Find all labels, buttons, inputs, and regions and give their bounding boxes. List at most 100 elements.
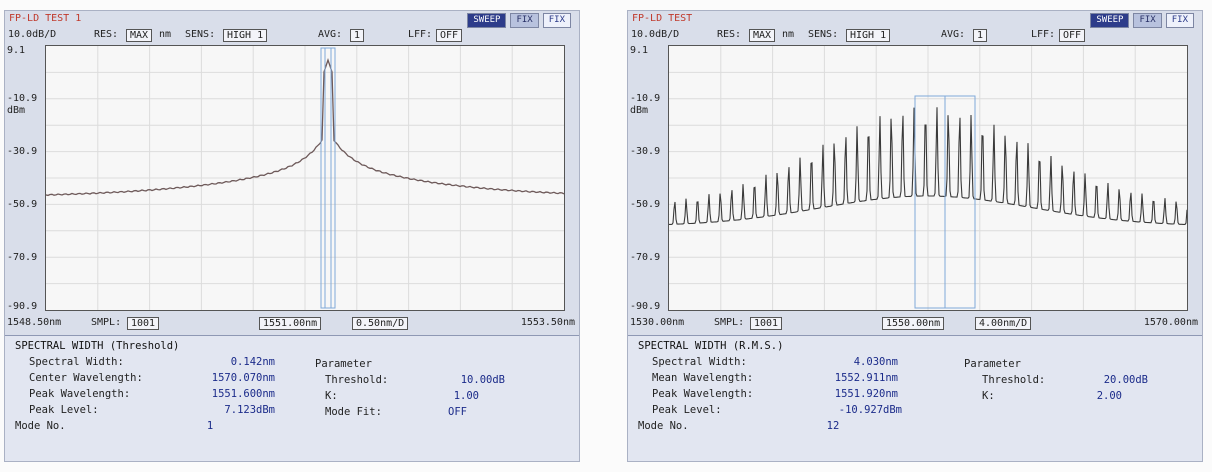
result-value: 1570.070nm: [211, 372, 275, 384]
result-label: Peak Wavelength:: [29, 388, 131, 400]
res-unit: nm: [159, 29, 172, 40]
threshold-marker-box: [320, 47, 336, 309]
fix-button-2[interactable]: FIX: [542, 13, 571, 28]
sweep-button[interactable]: SWEEP: [1090, 13, 1130, 28]
y-tick-label: -50.9: [7, 199, 38, 210]
osa-screen-left: FP-LD TEST 1 SWEEP FIX FIX 10.0dB/D RES:…: [4, 10, 580, 462]
result-value: 4.030nm: [853, 356, 898, 368]
result-value: 0.142nm: [230, 356, 275, 368]
spectrum-plot[interactable]: [668, 45, 1188, 311]
x-start-label: 1548.50nm: [7, 317, 62, 328]
result-value: 7.123dBm: [224, 404, 275, 416]
res-field[interactable]: MAX: [126, 29, 153, 42]
lff-label: LFF:: [1031, 29, 1056, 40]
sens-field[interactable]: HIGH 1: [223, 29, 268, 42]
y-tick-label: -50.9: [630, 199, 661, 210]
sweep-mode-buttons: SWEEP FIX FIX: [463, 13, 571, 28]
avg-label: AVG:: [941, 29, 966, 40]
parameter-title: Parameter: [315, 358, 372, 370]
y-tick-label: 9.1: [630, 45, 649, 56]
parameter-label: K:: [982, 390, 995, 402]
avg-field[interactable]: 1: [350, 29, 365, 42]
scale-readout: 10.0dB/D: [631, 29, 680, 40]
fix-button-2[interactable]: FIX: [1165, 13, 1194, 28]
result-value: -10.927dBm: [838, 404, 902, 416]
x-axis-row: 1548.50nm SMPL: 1001 1551.00nm 0.50nm/D …: [7, 315, 575, 331]
x-stop-label: 1553.50nm: [520, 317, 575, 328]
result-value: 1551.920nm: [834, 388, 898, 400]
sens-label: SENS:: [808, 29, 839, 40]
lff-field[interactable]: OFF: [436, 29, 463, 42]
y-tick-label: -30.9: [7, 146, 38, 157]
smpl-field[interactable]: 1001: [127, 317, 160, 330]
result-label: Mean Wavelength:: [652, 372, 754, 384]
x-span-field[interactable]: 0.50nm/D: [352, 317, 409, 330]
fix-button[interactable]: FIX: [1133, 13, 1162, 28]
result-label: Center Wavelength:: [29, 372, 143, 384]
spectrum-plot[interactable]: [45, 45, 565, 311]
lff-label: LFF:: [408, 29, 433, 40]
parameter-value: 20.00dB: [1103, 374, 1148, 386]
parameter-value: 1.00: [453, 390, 479, 402]
y-tick-label: -90.9: [630, 301, 661, 312]
measurement-title: FP-LD TEST: [632, 13, 693, 24]
result-label: Peak Level:: [652, 404, 722, 416]
y-tick-label: -90.9: [7, 301, 38, 312]
sens-field[interactable]: HIGH 1: [846, 29, 891, 42]
parameter-label: Threshold:: [982, 374, 1046, 386]
result-label: Peak Wavelength:: [652, 388, 754, 400]
x-axis-row: 1530.00nm SMPL: 1001 1550.00nm 4.00nm/D …: [630, 315, 1198, 331]
spectrum-trace: [46, 57, 564, 197]
spectrum-trace-svg: [46, 46, 564, 310]
y-tick-label: -70.9: [630, 252, 661, 263]
x-start-label: 1530.00nm: [630, 317, 685, 328]
analysis-results-panel: SPECTRAL WIDTH (R.M.S.) Spectral Width: …: [628, 335, 1202, 461]
result-value: 1552.911nm: [834, 372, 898, 384]
result-label: Spectral Width:: [652, 356, 747, 368]
analysis-results-panel: SPECTRAL WIDTH (Threshold) Spectral Widt…: [5, 335, 579, 461]
result-value: 12: [826, 420, 840, 432]
result-value: 1: [206, 420, 214, 432]
res-field[interactable]: MAX: [749, 29, 776, 42]
parameter-label: Threshold:: [325, 374, 389, 386]
y-tick-label: -30.9: [630, 146, 661, 157]
avg-field[interactable]: 1: [973, 29, 988, 42]
analysis-title: SPECTRAL WIDTH (R.M.S.): [638, 340, 784, 352]
osa-screen-right: FP-LD TEST SWEEP FIX FIX 10.0dB/D RES: M…: [627, 10, 1203, 462]
parameter-value: 10.00dB: [460, 374, 505, 386]
y-unit-label: dBm: [630, 105, 649, 116]
parameter-label: K:: [325, 390, 338, 402]
x-center-field[interactable]: 1551.00nm: [259, 317, 322, 330]
x-stop-label: 1570.00nm: [1143, 317, 1198, 328]
scale-readout: 10.0dB/D: [8, 29, 57, 40]
spectrum-trace: [669, 107, 1187, 225]
parameter-value: 2.00: [1096, 390, 1122, 402]
smpl-label: SMPL:: [714, 317, 745, 328]
result-value: 1551.600nm: [211, 388, 275, 400]
sweep-button[interactable]: SWEEP: [467, 13, 507, 28]
result-label: Mode No.: [638, 420, 689, 432]
result-label: Spectral Width:: [29, 356, 124, 368]
sens-label: SENS:: [185, 29, 216, 40]
parameter-title: Parameter: [964, 358, 1021, 370]
measurement-title: FP-LD TEST 1: [9, 13, 82, 24]
analysis-title: SPECTRAL WIDTH (Threshold): [15, 340, 180, 352]
y-tick-label: -10.9: [7, 93, 38, 104]
lff-field[interactable]: OFF: [1059, 29, 1086, 42]
res-label: RES:: [94, 29, 119, 40]
fix-button[interactable]: FIX: [510, 13, 539, 28]
x-center-field[interactable]: 1550.00nm: [882, 317, 945, 330]
settings-row: 10.0dB/D RES: MAX nm SENS: HIGH 1 AVG: 1…: [8, 28, 573, 42]
result-label: Peak Level:: [29, 404, 99, 416]
y-tick-label: -10.9: [630, 93, 661, 104]
smpl-label: SMPL:: [91, 317, 122, 328]
smpl-field[interactable]: 1001: [750, 317, 783, 330]
result-label: Mode No.: [15, 420, 66, 432]
parameter-value: OFF: [448, 406, 467, 418]
res-unit: nm: [782, 29, 795, 40]
sweep-mode-buttons: SWEEP FIX FIX: [1086, 13, 1194, 28]
parameter-label: Mode Fit:: [325, 406, 382, 418]
x-span-field[interactable]: 4.00nm/D: [975, 317, 1032, 330]
y-tick-label: -70.9: [7, 252, 38, 263]
res-label: RES:: [717, 29, 742, 40]
